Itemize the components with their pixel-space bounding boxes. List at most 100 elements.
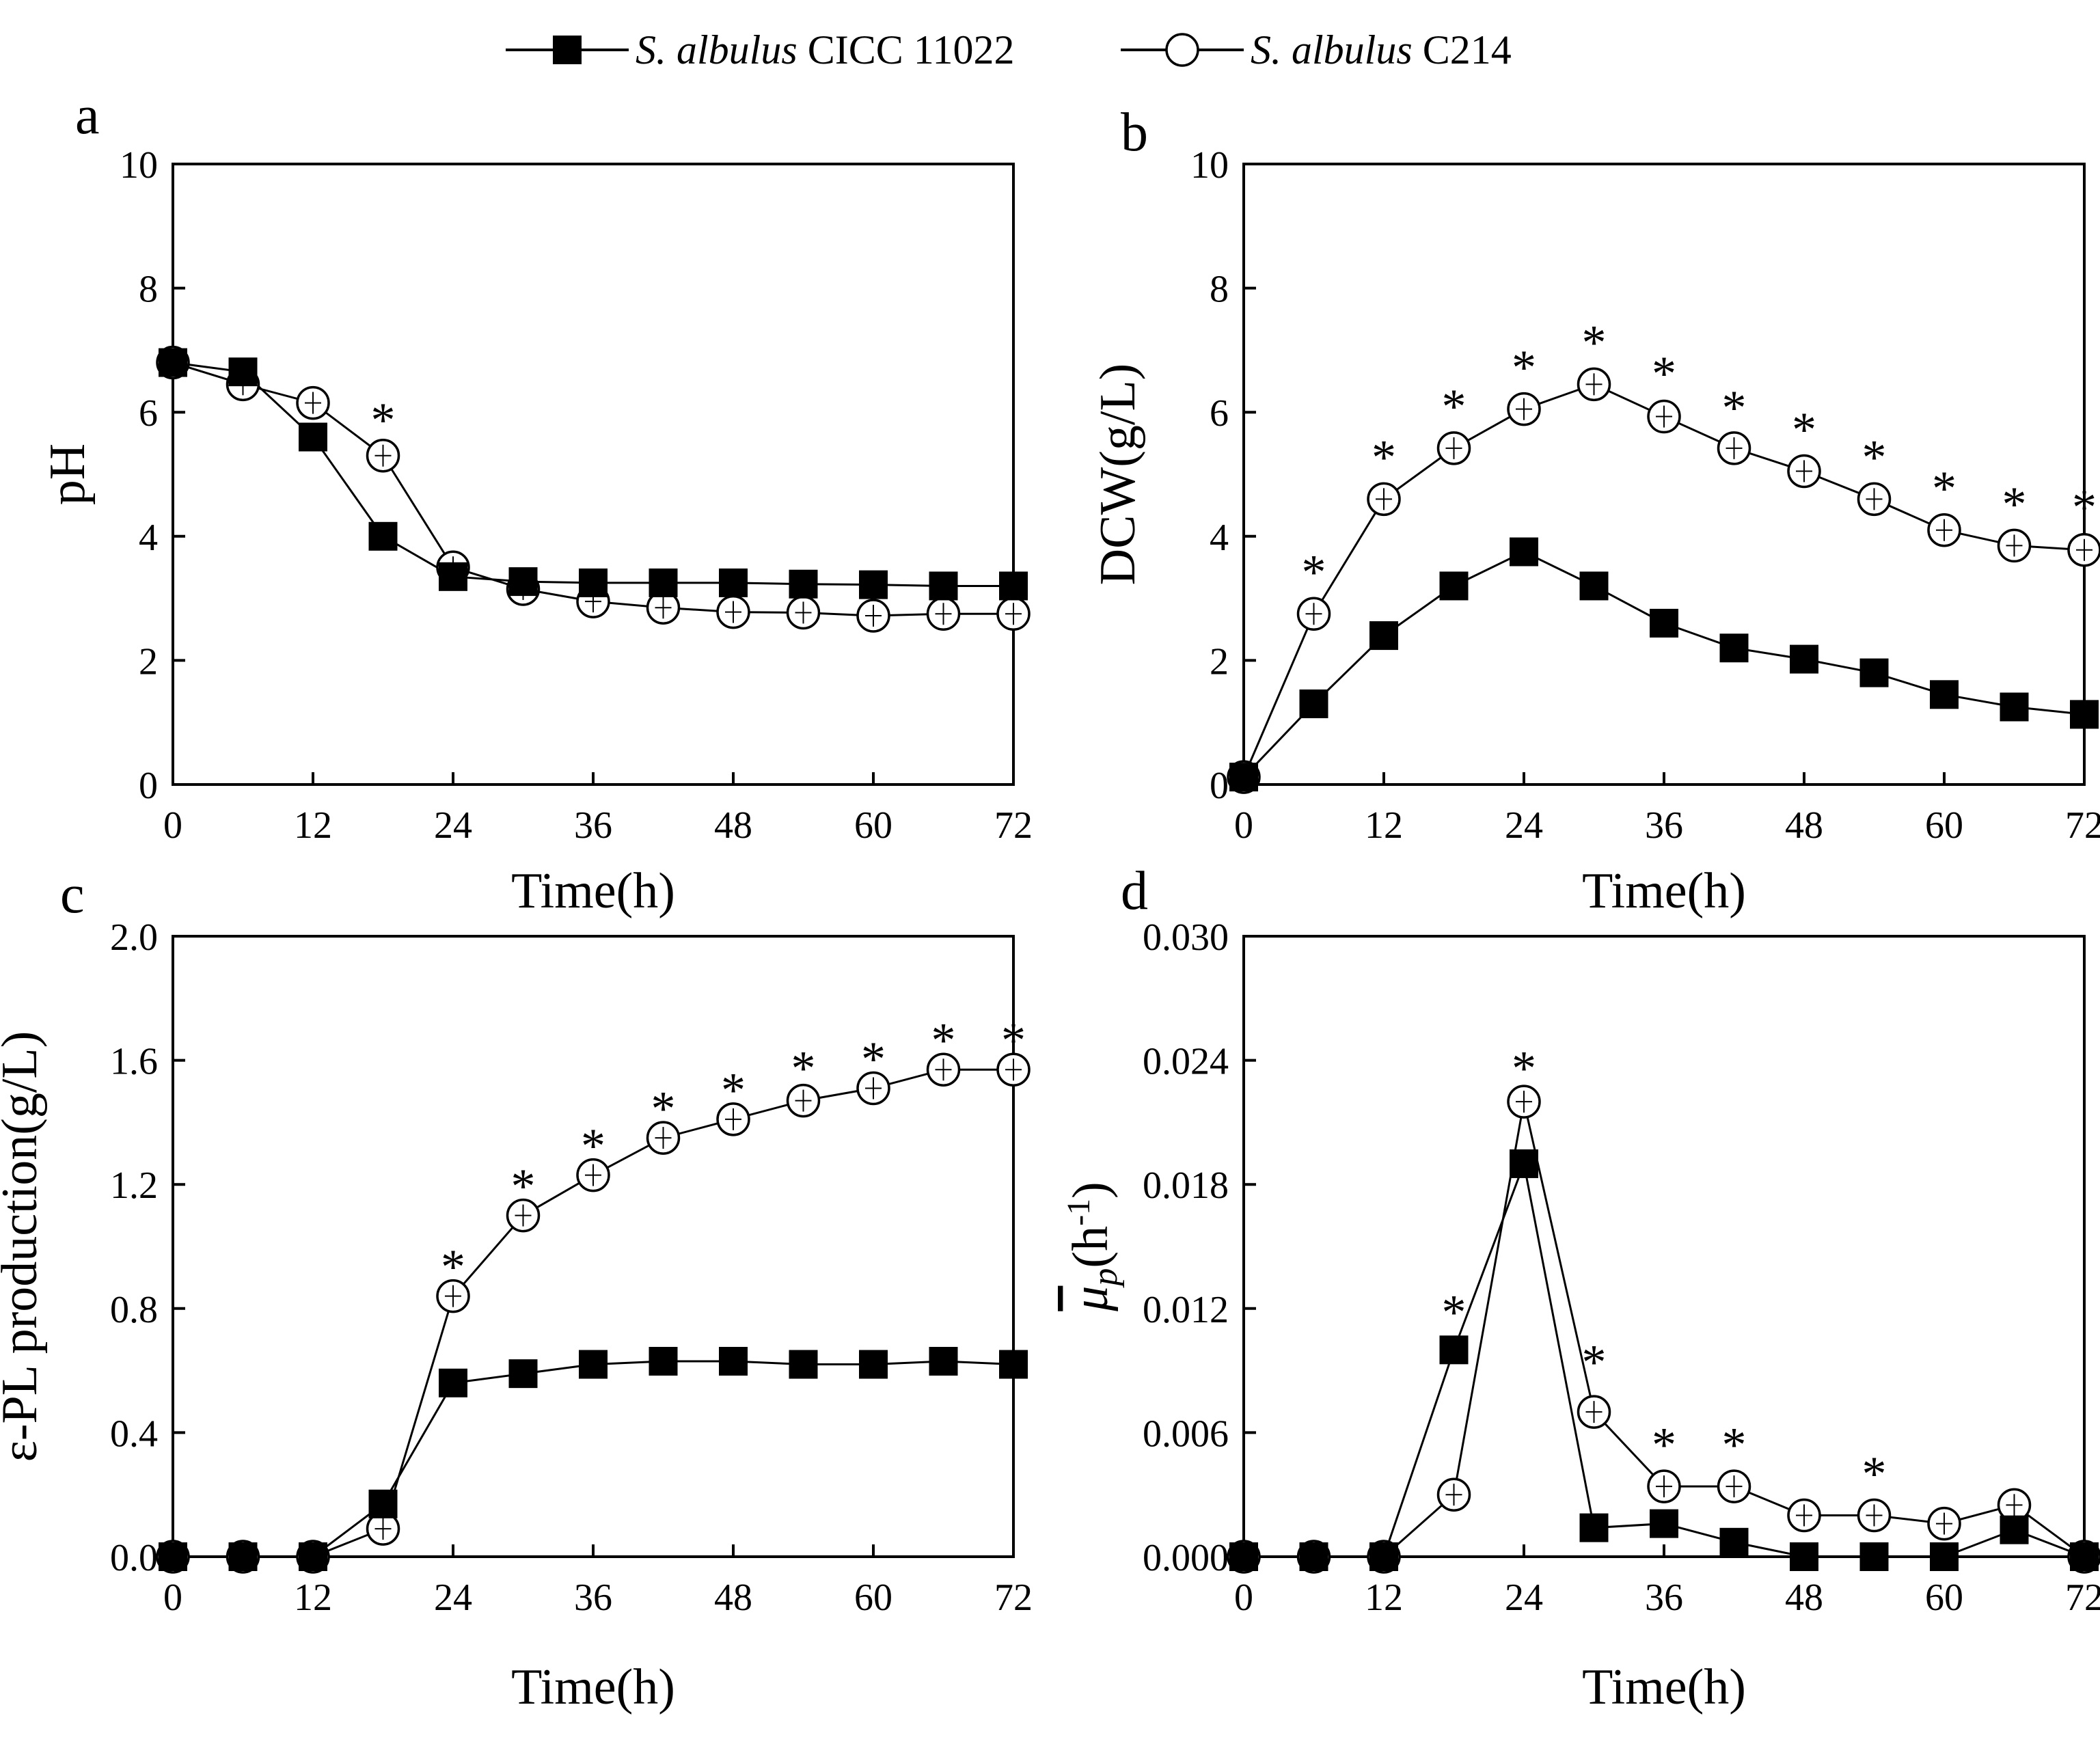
panel-c: c 0 12 24 36 48 60 72 0.0 0.4 0.8 1.2 1.6 2.0 Time(h) ε…: [0, 864, 1033, 1715]
y-tick-label: 2.0: [110, 916, 158, 959]
x-tick-label: 72: [994, 1577, 1033, 1619]
data-point-square: [649, 568, 678, 597]
x-tick-label: 12: [1365, 804, 1403, 847]
data-point-circle: [786, 595, 821, 630]
y-tick-label: 0.030: [1143, 916, 1229, 959]
data-point-square: [929, 571, 958, 601]
data-point-square: [2070, 700, 2099, 729]
data-point-square: [159, 1542, 187, 1571]
data-point-square: [719, 568, 748, 597]
significance-star: *: [1512, 340, 1536, 395]
y-tick-label: 1.6: [110, 1041, 158, 1083]
series-line: [173, 1360, 1014, 1558]
data-point-square: [1579, 571, 1609, 601]
data-point-circle: [2067, 533, 2100, 567]
significance-star: *: [1652, 1417, 1676, 1472]
data-point-square: [1579, 1513, 1609, 1542]
data-point-circle: [1927, 513, 1961, 547]
data-point-square: [1790, 1542, 1818, 1571]
x-axis-label: Time(h): [1582, 863, 1746, 919]
data-point-square: [1299, 1542, 1328, 1571]
y-tick-label: 0.0: [110, 1537, 158, 1579]
data-point-square: [1369, 621, 1398, 651]
data-point-circle: [1577, 367, 1611, 402]
y-tick-label: 1.2: [110, 1164, 158, 1207]
x-tick-label: 12: [294, 804, 332, 847]
data-point-circle: [1436, 1477, 1471, 1512]
significance-star: *: [1442, 379, 1467, 434]
x-tick-label: 24: [1505, 1577, 1543, 1619]
legend-species: S. albulus: [636, 27, 797, 72]
significance-star: *: [791, 1041, 816, 1096]
panel-letter: a: [75, 85, 100, 146]
x-tick-label: 72: [2065, 804, 2100, 847]
data-point-square: [299, 1542, 327, 1571]
data-point-circle: [1857, 482, 1892, 517]
significance-star: *: [1302, 545, 1326, 600]
significance-star: *: [1862, 1447, 1887, 1501]
data-point-circle: [366, 439, 400, 473]
data-point-square: [368, 521, 398, 551]
data-point-square: [1439, 1335, 1469, 1365]
data-point-circle: [576, 1158, 610, 1192]
plot-frame: [172, 163, 1015, 786]
x-tick-label: 60: [1925, 804, 1963, 847]
legend-marker-square: [553, 36, 582, 64]
data-point-circle: [1857, 1498, 1892, 1533]
data-point-square: [579, 1350, 608, 1379]
significance-star: *: [1862, 431, 1887, 485]
x-axis-label: Time(h): [1582, 1659, 1746, 1715]
y-axis-label-unit: (h: [1063, 1226, 1119, 1268]
panel-letter: c: [60, 864, 85, 925]
data-point-circle: [1647, 399, 1681, 434]
data-point-circle: [436, 1279, 470, 1313]
data-point-circle: [1367, 482, 1401, 517]
x-tick-label: 12: [294, 1577, 332, 1619]
y-tick-label: 0.000: [1143, 1537, 1229, 1579]
y-tick-label: 6: [1210, 392, 1229, 435]
data-point-circle: [1927, 1506, 1961, 1541]
significance-star: *: [581, 1119, 605, 1173]
data-point-circle: [1717, 1469, 1751, 1503]
y-axis-label-superscript: -1: [1061, 1199, 1097, 1226]
data-point-square: [368, 1489, 398, 1518]
data-point-square: [859, 570, 888, 599]
data-point-circle: [1507, 392, 1541, 426]
data-point-circle: [1787, 454, 1821, 489]
data-point-circle: [1997, 528, 2032, 563]
significance-star: *: [441, 1240, 465, 1294]
y-tick-label: 0.024: [1143, 1041, 1229, 1083]
data-point-square: [508, 1359, 538, 1389]
data-point-square: [1719, 1527, 1749, 1557]
y-tick-label: 4: [139, 517, 158, 559]
significance-star: *: [651, 1082, 676, 1136]
x-tick-label: 0: [1234, 804, 1253, 847]
significance-star: *: [1442, 1285, 1467, 1340]
panel-letter: b: [1121, 103, 1148, 163]
series-line: [1242, 550, 2085, 778]
data-point-circle: [1577, 1395, 1611, 1429]
y-tick-label: 0.4: [110, 1413, 158, 1455]
y-tick-label: 8: [1210, 269, 1229, 311]
x-tick-label: 36: [1645, 804, 1683, 847]
data-point-circle: [856, 599, 890, 633]
x-axis-label: Time(h): [511, 863, 675, 919]
x-tick-label: 36: [1645, 1577, 1683, 1619]
x-tick-label: 24: [434, 1577, 472, 1619]
x-tick-label: 48: [1785, 1577, 1823, 1619]
y-tick-label: 2: [139, 640, 158, 683]
significance-star: *: [1932, 461, 1956, 516]
data-point-square: [1930, 1542, 1959, 1571]
significance-star: *: [861, 1032, 886, 1087]
significance-star: *: [721, 1063, 746, 1117]
y-axis-label: pH: [40, 444, 96, 505]
panel-d: d 0 12 24 36 48 60 72 0.000 0.006 0.012 0.018 0.024 0…: [1061, 861, 2100, 1715]
data-point-circle: [996, 1052, 1031, 1087]
data-point-square: [649, 1346, 678, 1376]
y-tick-label: 0.018: [1143, 1164, 1229, 1207]
y-tick-label: 8: [139, 269, 158, 311]
y-axis-label-close: ): [1063, 1182, 1119, 1199]
data-point-circle: [506, 1198, 541, 1233]
data-point-square: [1229, 763, 1258, 792]
